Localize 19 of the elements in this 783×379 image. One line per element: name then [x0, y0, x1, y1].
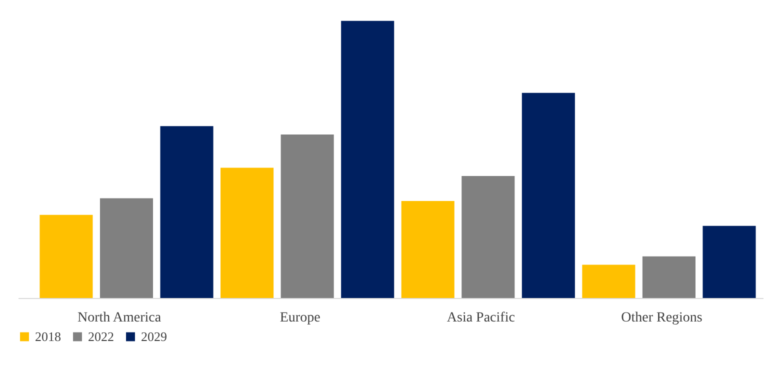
bar [401, 200, 454, 298]
legend-label: 2022 [88, 328, 114, 344]
bar [341, 20, 394, 298]
legend-label: 2018 [35, 328, 61, 344]
x-tick-label: North America [77, 310, 162, 326]
x-tick-label: Europe [280, 310, 320, 326]
bar [522, 92, 575, 298]
legend-label: 2029 [141, 328, 167, 344]
bar [582, 264, 636, 298]
bar [280, 134, 334, 298]
bar [702, 226, 756, 298]
bar [220, 168, 274, 298]
bar [642, 256, 696, 298]
x-tick-label: Other Regions [621, 310, 702, 326]
x-tick-label: Asia Pacific [446, 310, 515, 326]
bar [160, 126, 214, 298]
bar [100, 198, 154, 298]
bar [40, 214, 93, 298]
bar [462, 176, 515, 298]
